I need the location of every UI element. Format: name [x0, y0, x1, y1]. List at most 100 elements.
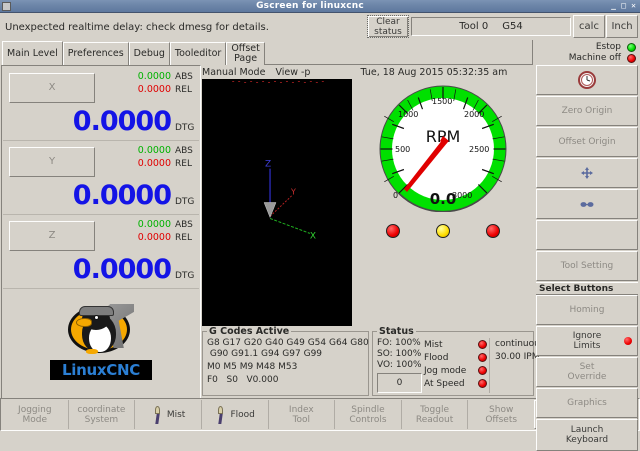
logo-area: LinuxCNC — [3, 289, 199, 397]
main-body: X 0.0000 ABS 0.0000 REL 0.0000 DTG Y 0.0… — [0, 65, 640, 451]
tool-setting-button[interactable]: Tool Setting — [536, 251, 638, 281]
close-button[interactable]: ✕ — [631, 0, 636, 10]
tab-preferences[interactable]: Preferences — [62, 42, 129, 65]
graphics-view[interactable]: Z Y X — [202, 79, 352, 326]
dro-dtg-label-z: DTG — [175, 271, 195, 281]
flood-icon — [214, 405, 227, 424]
indicator-at-speed: At Speed — [424, 377, 487, 390]
gauge-tick-labels: 0 500 1000 1500 2000 2500 3000 — [393, 97, 489, 200]
dro-abs-value-z: 0.0000 — [137, 219, 171, 230]
clock-button[interactable] — [536, 65, 638, 95]
minimize-button[interactable]: _ — [611, 0, 616, 10]
graphics-header: Manual Mode View -p Tue, 18 Aug 2015 05:… — [202, 66, 534, 79]
estop-led — [627, 42, 636, 52]
title-bar: Gscreen for linuxcnc _ □ ✕ — [0, 0, 640, 13]
set-override-button[interactable]: Set Override — [536, 357, 638, 387]
gauge-ticks — [380, 87, 506, 194]
backplot-dots — [232, 80, 324, 83]
status-panel: Status FO: 100% SO: 100% VO: 100% 0 Mist — [372, 326, 545, 396]
indicator-at-speed-label: At Speed — [424, 378, 465, 389]
select-buttons-header: Select Buttons — [536, 282, 638, 295]
flood-button[interactable]: Flood — [202, 400, 269, 429]
dro-rel-z: 0.0000 REL — [138, 232, 195, 243]
homing-button[interactable]: Homing — [536, 295, 638, 325]
jogging-mode-button[interactable]: Jogging Mode — [2, 400, 69, 429]
show-offsets-button[interactable]: Show Offsets — [485, 404, 518, 425]
maximize-button[interactable]: □ — [621, 0, 626, 10]
index-tool-button[interactable]: Index Tool — [269, 400, 336, 429]
toggle-readout-button[interactable]: Toggle Readout — [402, 400, 469, 429]
tab-bar: Main Level Preferences Debug Tooleditor … — [0, 40, 640, 65]
dro-dtg-value-z: 0.0000 — [72, 254, 172, 285]
dro-rel-x: 0.0000 REL — [138, 84, 195, 95]
dro-rel-value-x: 0.0000 — [137, 84, 171, 95]
gauge-value: 0.0 — [430, 190, 457, 208]
glasses-icon — [580, 201, 594, 207]
gauge-needle-hub — [440, 136, 449, 145]
gauge-tick-2000: 2000 — [464, 110, 484, 119]
velocity-override: VO: 100% — [377, 360, 422, 370]
view-button[interactable] — [536, 189, 638, 219]
center-led-left — [386, 224, 400, 238]
spindle-controls-button[interactable]: Spindle Controls — [335, 400, 402, 429]
indicator-at-speed-led — [478, 379, 487, 388]
estop-row[interactable]: Estop — [533, 42, 636, 53]
axis-label-z: Z — [265, 160, 271, 170]
dro-rel-value-y: 0.0000 — [137, 158, 171, 169]
gauge-tick-500: 500 — [395, 145, 410, 154]
dro-abs-label-x: ABS — [175, 72, 193, 82]
dro-abs-value-y: 0.0000 — [137, 145, 171, 156]
move-button[interactable] — [536, 158, 638, 188]
sidebar-blank-button[interactable] — [536, 220, 638, 250]
axis-button-x[interactable]: X — [9, 73, 95, 103]
gauge-needle — [404, 139, 447, 192]
zero-origin-button[interactable]: Zero Origin — [536, 96, 638, 126]
machine-row[interactable]: Machine off — [533, 53, 636, 64]
logo-penguin-belly — [89, 324, 111, 352]
window-icon — [2, 1, 11, 11]
clear-status-button[interactable]: Clear status — [367, 15, 409, 38]
tab-offset-page[interactable]: Offset Page — [226, 42, 265, 65]
dro-abs-value-x: 0.0000 — [137, 71, 171, 82]
status-bar: Unexpected realtime delay: check dmesg f… — [0, 13, 640, 40]
dro-dtg-label-x: DTG — [175, 123, 195, 133]
window-title: Gscreen for linuxcnc — [256, 1, 364, 11]
right-sidebar: Zero Origin Offset Origin Tool Setting S… — [535, 65, 639, 451]
spindle-override: SO: 100% — [377, 349, 422, 359]
unit-toggle-button[interactable]: Inch — [606, 15, 638, 38]
spindle-gauge-area: 0 500 1000 1500 2000 2500 3000 RPM 0.0 — [352, 79, 534, 326]
mode-label: Manual Mode — [202, 67, 266, 78]
axis-label-y: Y — [290, 188, 296, 197]
override-value-box: 0 — [377, 373, 422, 393]
dro-rel-label-x: REL — [175, 85, 192, 95]
bottom-center-panels: G Codes Active G8 G17 G20 G40 G49 G54 G6… — [202, 326, 545, 398]
flood-label: Flood — [230, 409, 255, 420]
logo-penguin-eye — [94, 315, 99, 320]
tool-number: Tool 0 — [459, 21, 489, 32]
tab-tooleditor[interactable]: Tooleditor — [169, 42, 227, 65]
mist-button[interactable]: Mist — [135, 400, 202, 429]
ignore-limits-button[interactable]: Ignore Limits — [536, 326, 638, 356]
tool-info-display: Tool 0 G54 — [411, 17, 571, 36]
indicator-jog-mode-led — [478, 366, 487, 375]
dro-rel-y: 0.0000 REL — [138, 158, 195, 169]
coordinate-system-button[interactable]: coordinate System — [69, 400, 136, 429]
calc-button[interactable]: calc — [573, 15, 605, 38]
gcode-line-4: F0 S0 V0.000 — [207, 375, 279, 385]
offset-origin-button[interactable]: Offset Origin — [536, 127, 638, 157]
dro-abs-z: 0.0000 ABS — [138, 219, 195, 230]
axis-row-x: X 0.0000 ABS 0.0000 REL 0.0000 DTG — [3, 67, 199, 141]
tab-debug[interactable]: Debug — [128, 42, 170, 65]
launch-keyboard-button[interactable]: Launch Keyboard — [536, 419, 638, 451]
indicator-flood-label: Flood — [424, 352, 449, 363]
feed-override: FO: 100% — [377, 338, 421, 348]
axis-button-y[interactable]: Y — [9, 147, 95, 177]
gcode-line-2: G90 G91.1 G94 G97 G99 — [207, 349, 323, 359]
center-led-row — [352, 224, 534, 238]
dro-abs-label-z: ABS — [175, 220, 193, 230]
axis-button-z[interactable]: Z — [9, 221, 95, 251]
logo-wordmark: LinuxCNC — [50, 360, 152, 380]
graphics-button[interactable]: Graphics — [536, 388, 638, 418]
tab-main-level[interactable]: Main Level — [2, 41, 63, 65]
indicator-mist-led — [478, 340, 487, 349]
